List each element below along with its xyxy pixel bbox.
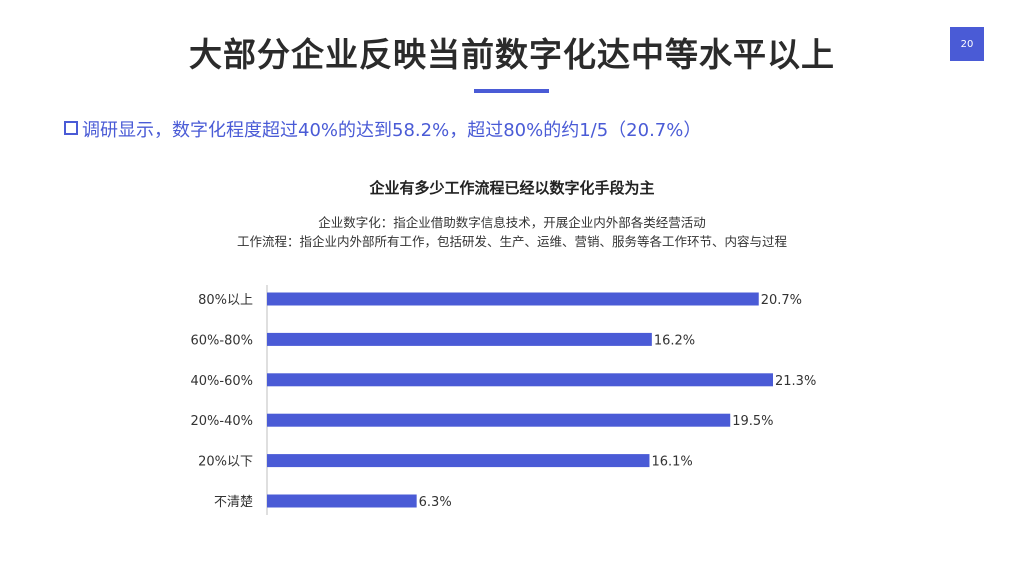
bar [267,292,759,306]
bar-value-label: 20.7% [761,293,802,308]
bar-value-label: 6.3% [419,495,452,510]
slide-title: 大部分企业反映当前数字化达中等水平以上 [189,35,835,74]
bar [267,373,773,387]
category-label: 20%以下 [198,455,253,470]
category-label: 40%-60% [191,374,253,389]
category-label: 不清楚 [214,495,253,510]
definition-note-digitalization: 企业数字化：指企业借助数字信息技术，开展企业内外部各类经营活动 [318,215,706,230]
title-underline [474,89,549,93]
bar [267,454,650,468]
bar [267,413,731,427]
chart-title: 企业有多少工作流程已经以数字化手段为主 [369,179,655,197]
subtitle-text: 调研显示，数字化程度超过40%的达到58.2%，超过80%的约1/5（20.7%… [82,120,702,141]
category-label: 80%以上 [198,293,253,308]
bar-value-label: 21.3% [775,374,816,389]
category-label: 20%-40% [191,414,253,429]
category-label: 60%-80% [191,333,253,348]
subtitle: 调研显示，数字化程度超过40%的达到58.2%，超过80%的约1/5（20.7%… [64,116,701,142]
bar-value-label: 16.1% [651,455,692,470]
bar [267,494,417,508]
definition-note-workflow: 工作流程：指企业内外部所有工作，包括研发、生产、运维、营销、服务等各工作环节、内… [236,234,787,249]
page-number-badge: 20 [950,27,984,61]
bar-value-label: 19.5% [732,414,773,429]
bar-value-label: 16.2% [654,333,695,348]
bar [267,332,652,346]
square-bullet-icon [64,121,78,135]
chart-bars: 80%以上 20.7% 60%-80% 16.2% 40%-60% 21.3% 20%-40… [191,285,816,515]
